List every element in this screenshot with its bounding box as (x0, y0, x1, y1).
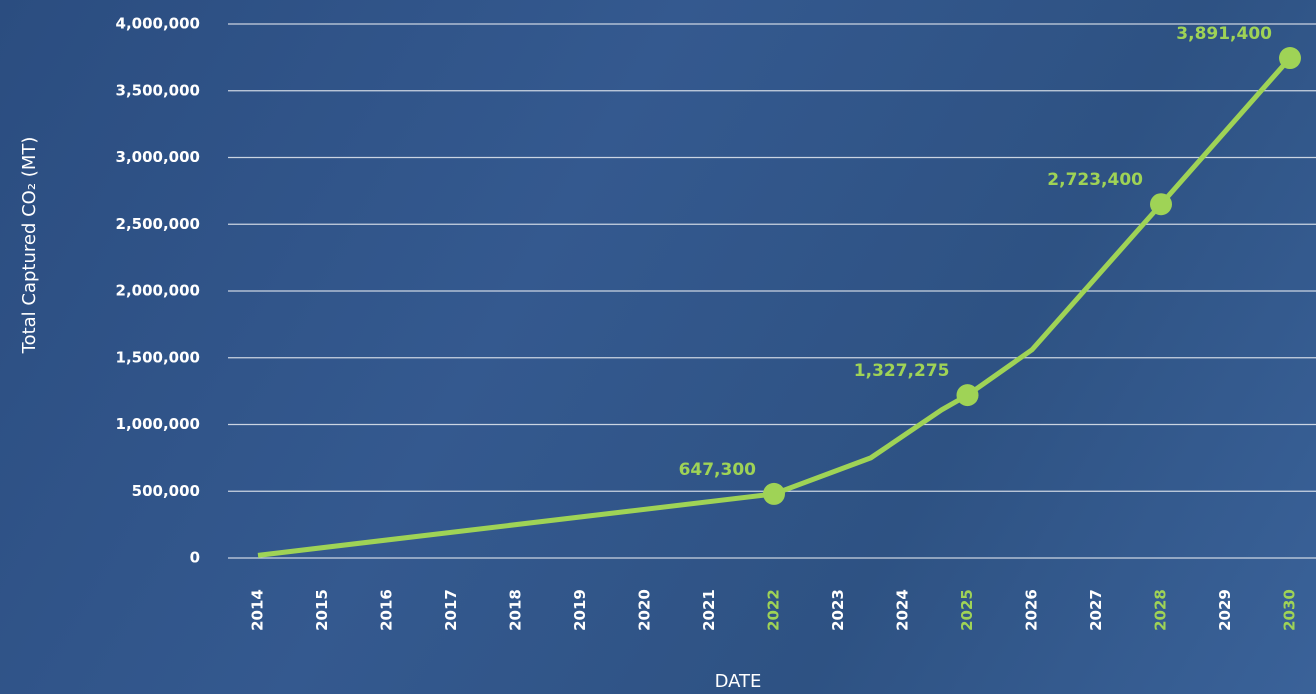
y-tick-label: 3,000,000 (116, 148, 200, 166)
annotation: 647,300 (679, 460, 757, 480)
x-tick-label: 2029 (1216, 589, 1234, 631)
x-tick-label: 2030 (1281, 589, 1299, 631)
y-tick-label: 500,000 (132, 482, 200, 500)
x-tick-label: 2026 (1023, 589, 1041, 631)
x-tick-label: 2023 (829, 589, 847, 631)
y-axis-label: Total Captured CO₂ (MT) (19, 137, 40, 355)
x-tick-label: 2015 (313, 589, 331, 631)
point (763, 483, 785, 505)
y-tick-label: 1,500,000 (116, 348, 200, 366)
x-tick-label: 2014 (249, 589, 267, 631)
x-tick-label: 2027 (1087, 589, 1105, 631)
y-tick-label: 2,500,000 (116, 215, 200, 233)
point (1279, 47, 1301, 69)
x-tick-label: 2021 (700, 589, 718, 631)
y-tick-label: 1,000,000 (116, 415, 200, 433)
x-tick-label: 2019 (571, 589, 589, 631)
x-tick-label: 2025 (958, 589, 976, 631)
annotation: 3,891,400 (1176, 24, 1272, 44)
point (957, 384, 979, 406)
annotation: 2,723,400 (1047, 170, 1143, 190)
y-tick-label: 2,000,000 (116, 282, 200, 300)
x-axis-label: DATE (715, 671, 762, 692)
y-tick-label: 3,500,000 (116, 81, 200, 99)
y-tick-label: 4,000,000 (116, 15, 200, 33)
chart: Total Captured CO₂ (MT) DATE 0 500,000 1,0… (0, 0, 1316, 694)
x-tick-label: 2028 (1152, 589, 1170, 631)
y-tick-label: 0 (190, 549, 200, 567)
line (258, 58, 1290, 555)
x-tick-label: 2022 (765, 589, 783, 631)
x-tick-label: 2016 (378, 589, 396, 631)
x-tick-label: 2018 (507, 589, 525, 631)
x-tick-label: 2017 (442, 589, 460, 631)
x-tick-label: 2024 (894, 589, 912, 631)
point (1150, 193, 1172, 215)
x-tick-label: 2020 (636, 589, 654, 631)
annotation: 1,327,275 (854, 361, 950, 381)
